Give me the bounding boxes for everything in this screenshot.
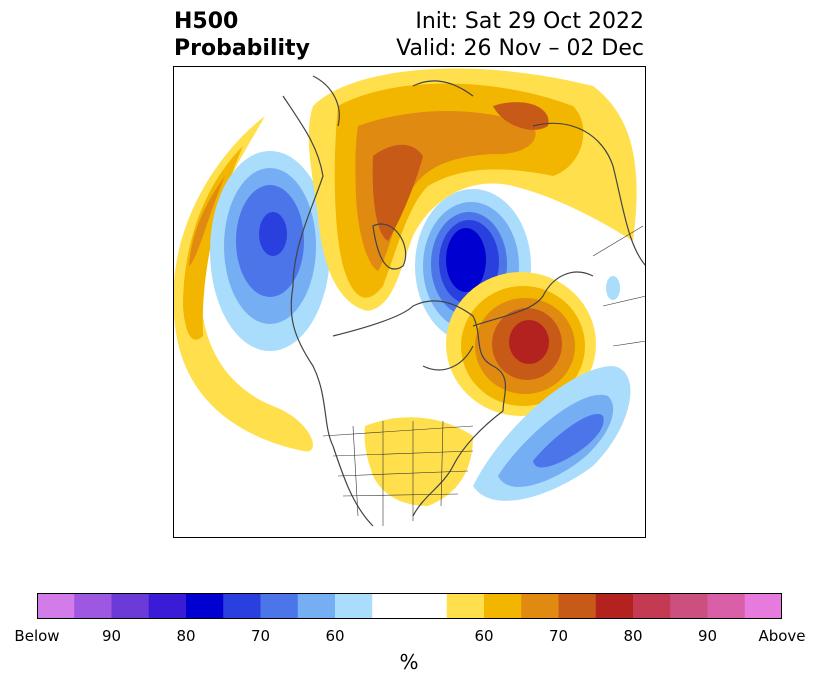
map-dates: Init: Sat 29 Oct 2022 Valid: 26 Nov – 02…: [396, 8, 644, 62]
colorbar-above-cell: [446, 593, 485, 619]
colorbar-above-cell: [633, 593, 671, 619]
title-product: Probability: [174, 36, 310, 61]
map-title: H500 Probability: [174, 8, 310, 62]
above-east-canada-ridge: [446, 272, 596, 416]
colorbar-tick-label: 60: [474, 627, 494, 645]
colorbar-below-cell: [260, 593, 299, 619]
colorbar-above-cell: [484, 593, 522, 619]
colorbar-below-cell: [335, 593, 373, 619]
political-borders: [322, 225, 646, 526]
colorbar: [37, 593, 782, 619]
below-north-pacific-trough: [210, 151, 330, 351]
colorbar-above-cell: [707, 593, 746, 619]
above-pacific-arc: [173, 116, 313, 452]
colorbar-tick-label: 70: [548, 627, 569, 645]
valid-range: Valid: 26 Nov – 02 Dec: [396, 36, 644, 61]
colorbar-unit: %: [399, 650, 419, 674]
init-date: Init: Sat 29 Oct 2022: [415, 9, 644, 34]
colorbar-above-cell: [670, 593, 708, 619]
colorbar-above-cell: [744, 593, 782, 619]
colorbar-above-cell: [521, 593, 559, 619]
above-eastern-us: [364, 417, 473, 506]
title-variable: H500: [174, 9, 239, 34]
colorbar-neutral-cell: [372, 593, 448, 619]
below-small-east: [606, 276, 620, 300]
colorbar-tick-label: 80: [623, 627, 643, 645]
colorbar-tick-label: 90: [697, 627, 718, 645]
colorbar-below-cell: [74, 593, 112, 619]
colorbar-tick-label: 80: [176, 627, 196, 645]
colorbar-tick-label: 70: [250, 627, 271, 645]
colorbar-below-cell: [186, 593, 224, 619]
colorbar-tick-label: Above: [758, 627, 806, 645]
colorbar-below-cell: [223, 593, 261, 619]
coastlines: [282, 75, 646, 527]
below-west-atlantic-trough: [473, 366, 631, 501]
probability-map: [173, 66, 646, 538]
colorbar-below-cell: [297, 593, 336, 619]
colorbar-above-cell: [595, 593, 634, 619]
colorbar-below-cell: [148, 593, 187, 619]
colorbar-below-cell: [37, 593, 75, 619]
colorbar-tick-label: 90: [101, 627, 122, 645]
colorbar-tick-label: Below: [14, 627, 60, 645]
colorbar-tick-label: 60: [325, 627, 345, 645]
colorbar-below-cell: [111, 593, 150, 619]
above-north-ridge: [308, 68, 637, 311]
colorbar-above-cell: [558, 593, 597, 619]
